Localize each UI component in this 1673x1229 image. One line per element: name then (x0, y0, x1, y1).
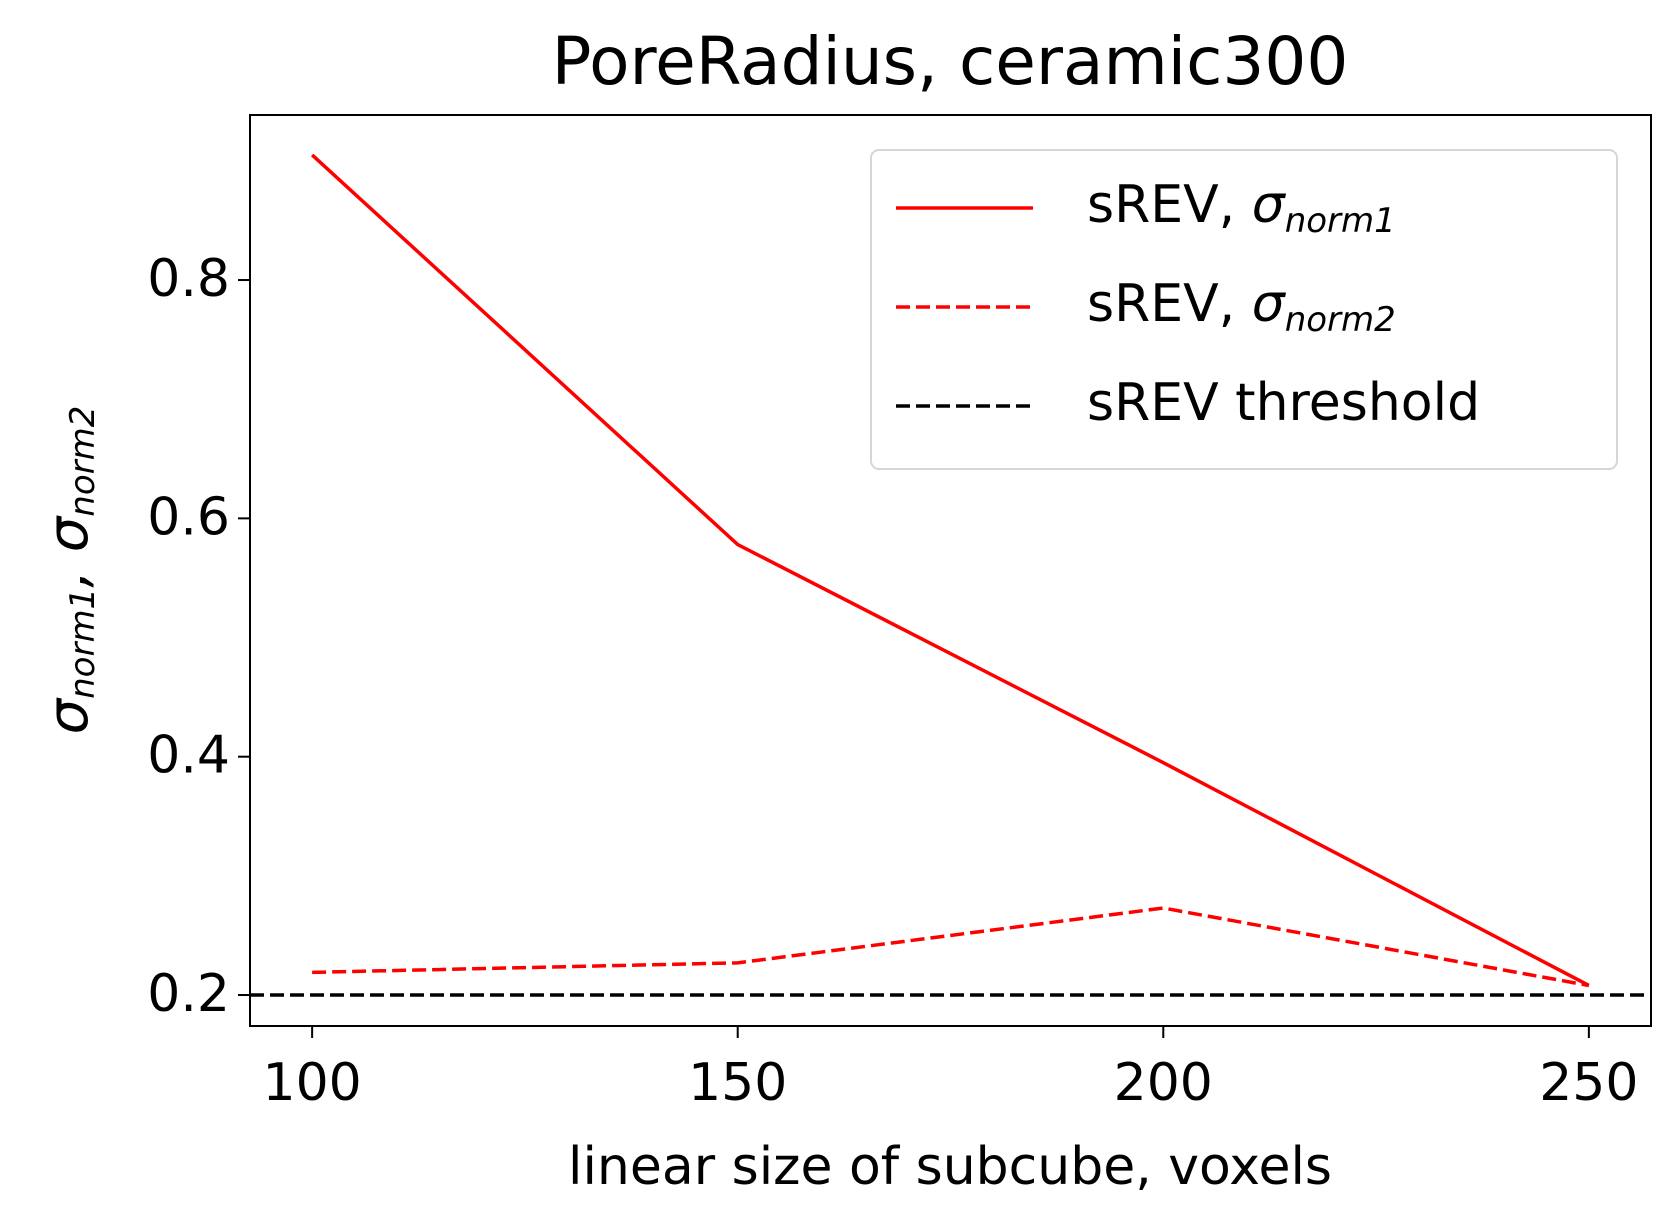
legend-text: sREV, (1087, 274, 1252, 334)
line-series (312, 906, 1590, 988)
legend-math: σ (1252, 175, 1287, 235)
y-label-part: σ (36, 697, 101, 734)
plot-frame (249, 114, 1652, 1027)
x-tick-label: 250 (1539, 1053, 1638, 1113)
x-axis-label: linear size of subcube, voxels (568, 1137, 1332, 1197)
y-label-part: , σ (36, 515, 101, 588)
chart-title: PoreRadius, ceramic300 (552, 23, 1349, 100)
legend-text: sREV, (1087, 175, 1252, 235)
line-series (310, 153, 1590, 988)
legend-label: sREV, σnorm2 (1087, 274, 1396, 340)
x-tick-label: 200 (1114, 1053, 1213, 1113)
legend-math: σ (1252, 274, 1287, 334)
y-tick-label: 0.4 (147, 726, 230, 786)
legend-sub: norm2 (1285, 300, 1396, 340)
legend-label: sREV threshold (1087, 373, 1480, 433)
x-tick-label: 100 (263, 1053, 362, 1113)
y-tick-label: 0.6 (147, 487, 230, 547)
y-label-sub: norm2 (63, 406, 103, 517)
y-tick-label: 0.2 (147, 964, 230, 1024)
legend-box (870, 149, 1618, 470)
y-axis-label: σnorm1, σnorm2 (36, 406, 102, 735)
legend-label: sREV, σnorm1 (1087, 175, 1396, 241)
y-label-sub: norm1 (63, 588, 103, 699)
x-tick-label: 150 (688, 1053, 787, 1113)
y-tick-label: 0.8 (147, 249, 230, 309)
legend-sub: norm1 (1285, 201, 1396, 241)
